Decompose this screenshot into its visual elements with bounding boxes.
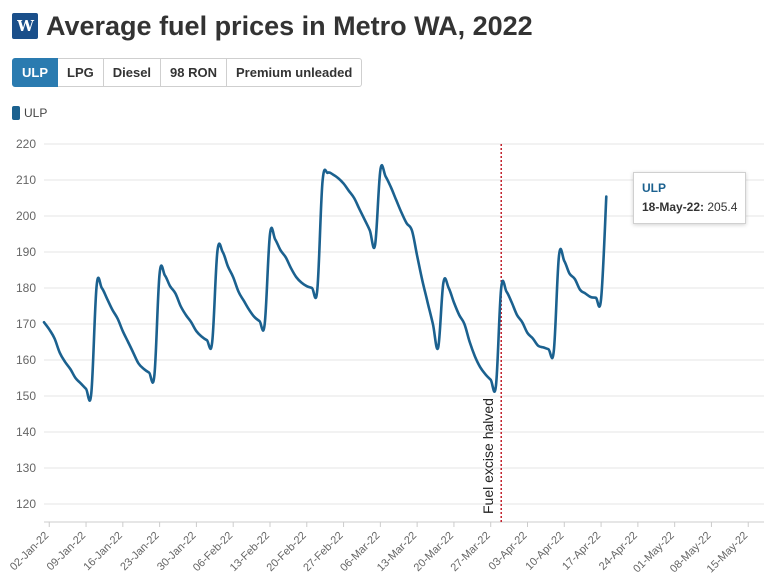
series-line-ulp xyxy=(42,163,608,402)
tab-lpg[interactable]: LPG xyxy=(58,58,104,87)
excise-annotation-label: Fuel excise halved xyxy=(480,398,496,514)
x-tick-label: 10-Apr-22 xyxy=(523,530,566,573)
y-tick-label: 150 xyxy=(16,389,36,403)
tab-98-ron[interactable]: 98 RON xyxy=(161,58,228,87)
y-tick-label: 180 xyxy=(16,281,36,295)
x-tick-label: 16-Jan-22 xyxy=(81,530,125,574)
y-tick-label: 120 xyxy=(16,497,36,511)
y-tick-label: 140 xyxy=(16,425,36,439)
tab-premium-unleaded[interactable]: Premium unleaded xyxy=(227,58,363,87)
legend-swatch xyxy=(12,106,20,120)
y-axis: 120 130 140 150 160 170 180 190 200 210 220 xyxy=(16,137,36,511)
y-tick-label: 130 xyxy=(16,461,36,475)
y-tick-label: 190 xyxy=(16,245,36,259)
x-tick-label: 23-Jan-22 xyxy=(118,530,162,574)
chart-title: Average fuel prices in Metro WA, 2022 xyxy=(46,10,533,41)
legend[interactable]: ULP xyxy=(12,106,47,120)
x-tick-label: 17-Apr-22 xyxy=(560,530,603,573)
fuel-type-tabs: ULP LPG Diesel 98 RON Premium unleaded xyxy=(12,58,363,87)
y-tick-label: 200 xyxy=(16,209,36,223)
series-layer xyxy=(42,163,608,402)
tab-ulp[interactable]: ULP xyxy=(12,58,58,87)
chart-header: W Average fuel prices in Metro WA, 2022 xyxy=(12,8,533,44)
x-tick-label: 09-Jan-22 xyxy=(45,530,89,574)
legend-label: ULP xyxy=(24,106,48,120)
tooltip: ULP 18-May-22: 205.4 xyxy=(633,172,747,224)
y-tick-label: 210 xyxy=(16,173,36,187)
tooltip-series: ULP xyxy=(642,181,666,195)
x-tick-label: 27-Mar-22 xyxy=(448,530,492,574)
tab-diesel[interactable]: Diesel xyxy=(103,58,162,87)
y-tick-label: 220 xyxy=(16,137,36,151)
y-tick-label: 160 xyxy=(16,353,36,367)
y-tick-label: 170 xyxy=(16,317,36,331)
x-tick-label: 03-Apr-22 xyxy=(487,530,530,573)
x-axis: 02-Jan-2209-Jan-2216-Jan-2223-Jan-2230-J… xyxy=(8,521,764,575)
annotation: Fuel excise halved xyxy=(480,144,502,522)
x-tick-label: 02-Jan-22 xyxy=(8,530,52,574)
thewest-logo-icon: W xyxy=(12,13,38,39)
tooltip-value: 205.4 xyxy=(707,200,738,214)
tooltip-date: 18-May-22: xyxy=(642,200,705,214)
